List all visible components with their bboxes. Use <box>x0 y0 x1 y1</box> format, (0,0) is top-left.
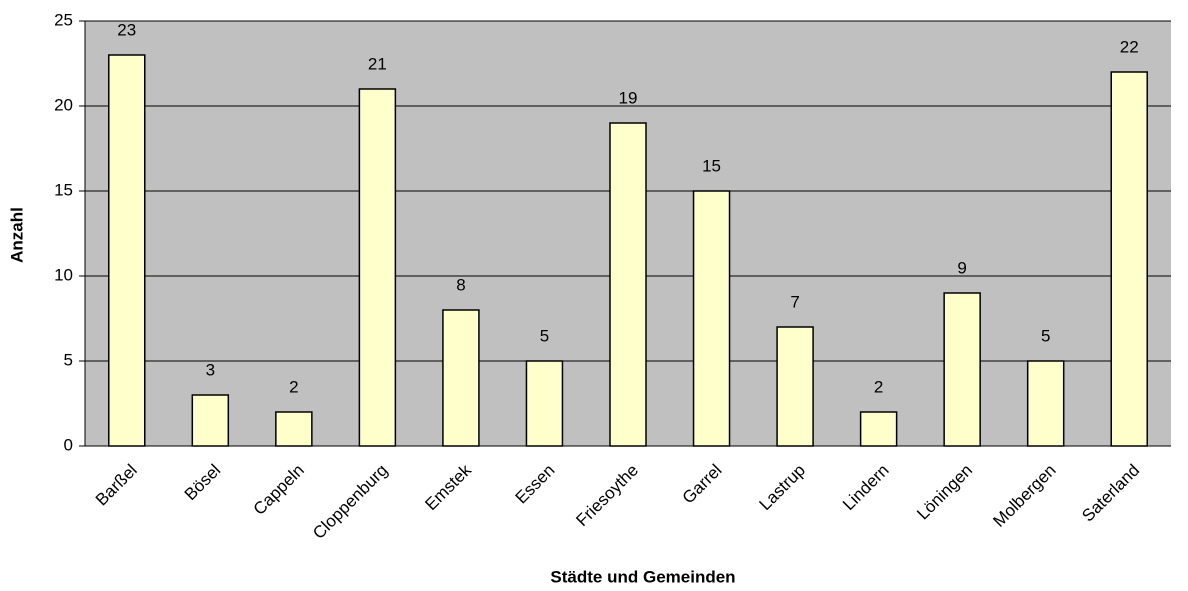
x-axis-title: Städte und Gemeinden <box>550 567 735 586</box>
data-label: 2 <box>289 377 298 396</box>
x-tick-label: Garrel <box>679 461 726 508</box>
bar <box>943 292 981 447</box>
data-label: 7 <box>790 292 799 311</box>
data-label: 8 <box>456 275 465 294</box>
x-tick-label: Löningen <box>913 461 976 524</box>
bar <box>108 54 146 447</box>
y-tick-label: 10 <box>54 265 73 284</box>
x-tick-label: Emstek <box>421 460 475 514</box>
x-tick-label: Bösel <box>181 461 225 505</box>
x-tick-label: Barßel <box>92 461 141 510</box>
data-label: 5 <box>540 326 549 345</box>
bar <box>191 394 230 447</box>
bar <box>1026 360 1065 447</box>
y-tick-label: 0 <box>64 435 73 454</box>
y-axis-title: Anzahl <box>7 207 26 263</box>
data-label: 19 <box>619 88 638 107</box>
bar <box>442 309 480 447</box>
y-tick-label: 15 <box>54 180 73 199</box>
x-tick-label: Friesoythe <box>572 461 642 531</box>
bar <box>275 411 313 447</box>
y-tick-label: 20 <box>54 95 73 114</box>
bar <box>859 411 898 447</box>
bar <box>1110 71 1148 447</box>
bar <box>609 122 647 447</box>
bar <box>525 360 564 447</box>
bar <box>692 190 731 447</box>
data-label: 9 <box>957 258 966 277</box>
bar <box>358 88 397 447</box>
data-label: 22 <box>1120 37 1139 56</box>
x-tick-label: Lastrup <box>756 461 810 515</box>
x-tick-label: Molbergen <box>989 461 1059 531</box>
bar <box>776 326 814 447</box>
x-tick-label: Cappeln <box>250 461 308 519</box>
data-label: 3 <box>206 360 215 379</box>
data-label: 21 <box>368 54 387 73</box>
y-tick-label: 25 <box>54 10 73 29</box>
x-tick-label: Saterland <box>1078 461 1143 526</box>
data-label: 23 <box>117 20 136 39</box>
y-tick-label: 5 <box>64 350 73 369</box>
x-tick-label: Cloppenburg <box>309 461 391 543</box>
data-label: 2 <box>874 377 883 396</box>
x-tick-label: Lindern <box>839 461 893 515</box>
data-label: 15 <box>702 156 721 175</box>
x-tick-label: Essen <box>512 461 559 508</box>
data-label: 5 <box>1041 326 1050 345</box>
